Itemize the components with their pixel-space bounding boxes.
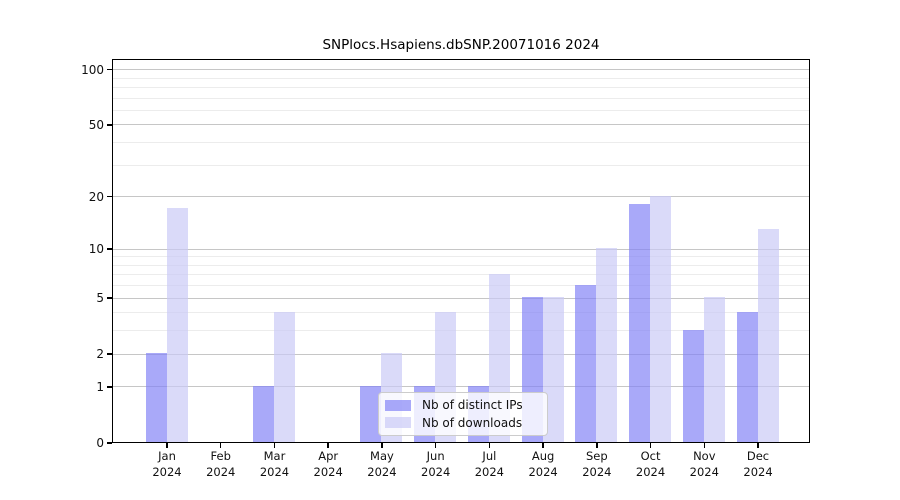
y-tick [107,68,112,71]
major-gridline [113,69,809,71]
plot-area [112,59,810,443]
bar-distinct-ips-dec [736,311,758,442]
bar-downloads-oct [650,195,672,442]
x-tick-label: Apr 2024 [313,449,343,479]
bar-distinct-ips-oct [629,203,651,442]
y-tick-label: 10 [88,242,104,256]
x-tick [434,443,437,448]
major-gridline [113,386,809,388]
x-tick-label: Jul 2024 [474,449,505,479]
minor-gridline [113,330,809,332]
minor-gridline [113,312,809,314]
x-tick [327,443,329,448]
x-tick-label: Nov 2024 [689,449,719,479]
minor-gridline [113,164,809,166]
minor-gridline [113,77,809,79]
x-tick [381,443,383,448]
major-gridline [113,196,809,198]
bar-distinct-ips-mar [252,385,274,442]
minor-gridline [113,142,809,144]
x-tick-label: Dec 2024 [743,449,773,479]
major-gridline [113,124,809,126]
y-tick-label: 2 [96,347,104,362]
y-tick [107,248,112,250]
x-tick [166,443,168,448]
x-tick-label: Sep 2024 [582,449,612,479]
x-tick [757,443,759,448]
y-tick [107,297,112,299]
x-tick [273,443,276,448]
bar-distinct-ips-nov [682,329,704,442]
x-tick-label: Mar 2024 [259,449,290,479]
x-tick [703,443,706,448]
minor-gridline [113,109,809,111]
chart-title: SNPlocs.Hsapiens.dbSNP.20071016 2024 [322,37,600,53]
x-tick [542,443,544,448]
minor-gridline [113,285,809,287]
x-tick [649,443,652,448]
y-tick [107,386,112,388]
major-gridline [113,353,809,355]
legend-item-downloads: Nb of downloads [385,416,539,430]
bar-downloads-dec [757,228,779,442]
y-tick [107,124,112,126]
minor-gridline [113,256,809,258]
x-tick-label: Feb 2024 [206,449,236,479]
legend-label-distinct-ips: Nb of distinct IPs [422,398,523,413]
y-tick-label: 50 [88,117,104,132]
bar-downloads-nov [703,297,725,442]
x-tick-label: Oct 2024 [635,449,666,479]
legend-item-distinct-ips: Nb of distinct IPs [385,398,539,412]
bar-downloads-jan [166,208,188,442]
bar-distinct-ips-may [360,385,382,442]
y-tick-label: 5 [96,291,104,306]
x-tick-label: May 2024 [367,449,397,479]
x-tick-label: Jan 2024 [152,449,182,479]
legend-label-downloads: Nb of downloads [422,415,523,430]
x-tick-label: Aug 2024 [528,449,558,479]
x-tick [596,443,598,448]
bar-distinct-ips-jan [145,353,167,442]
y-tick-label: 100 [81,62,104,77]
x-tick [488,443,491,448]
x-tick-label: Jun 2024 [421,449,451,479]
major-gridline [113,248,809,250]
bar-distinct-ips-sep [575,284,597,442]
y-tick [107,353,112,355]
x-tick [219,443,222,448]
major-gridline [113,297,809,299]
y-tick-label: 0 [96,436,104,450]
legend-swatch-distinct-ips-icon [385,399,411,411]
y-tick [107,195,112,198]
y-tick-label: 20 [88,189,104,204]
minor-gridline [113,97,809,99]
minor-gridline [113,264,809,266]
legend-swatch-downloads-icon [385,417,411,429]
bar-downloads-sep [596,248,618,442]
minor-gridline [113,86,809,88]
minor-gridline [113,274,809,276]
legend: Nb of distinct IPs Nb of downloads [378,392,548,436]
bar-downloads-mar [273,311,295,442]
y-tick [107,442,112,444]
y-tick-label: 1 [96,379,104,394]
